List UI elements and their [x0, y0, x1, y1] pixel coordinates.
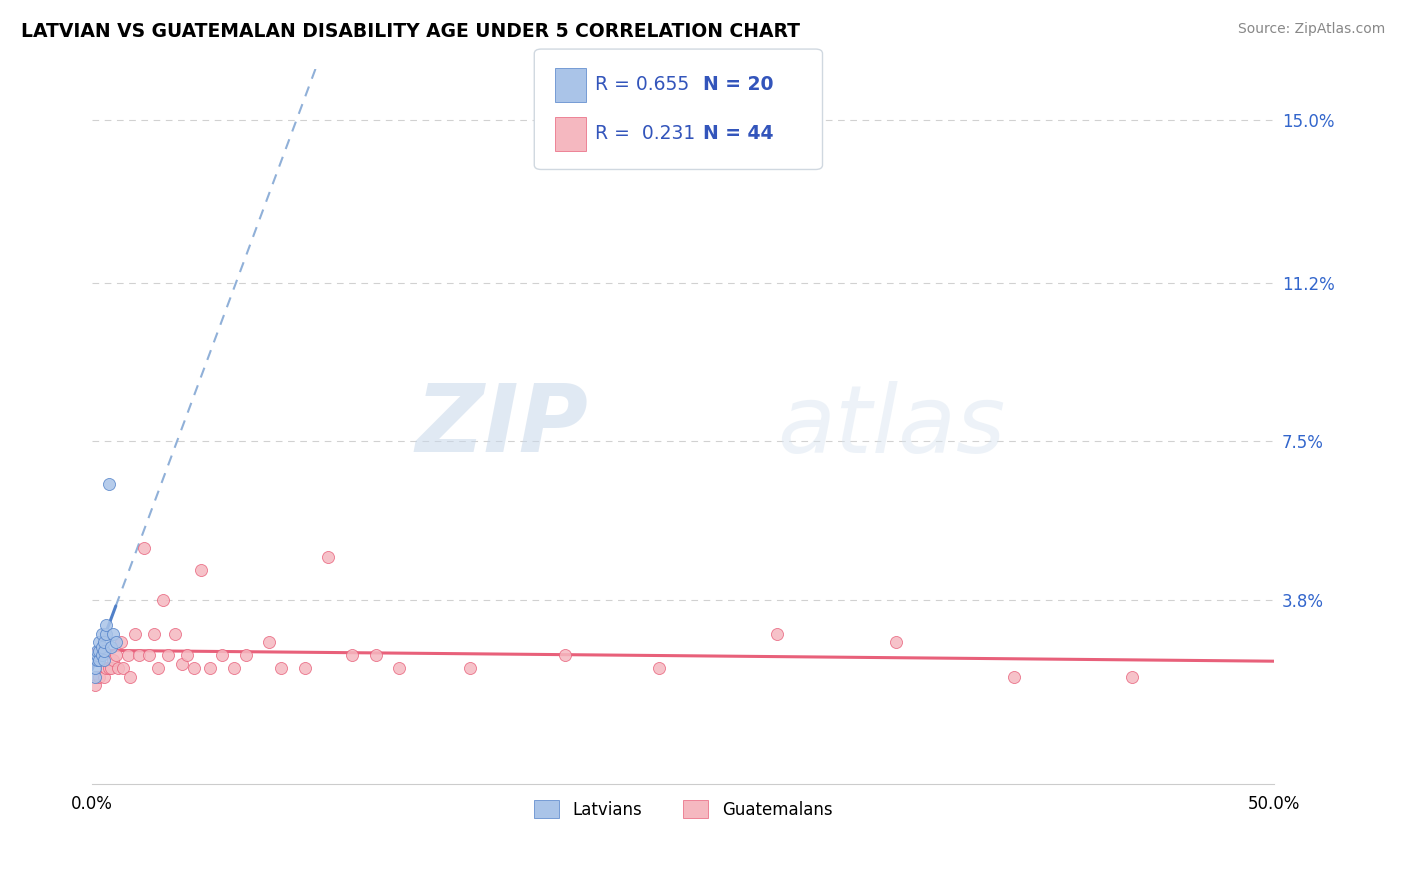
Point	[97, 477, 120, 491]
Point	[117, 648, 139, 663]
Point	[176, 648, 198, 663]
Point	[110, 635, 132, 649]
Point	[152, 592, 174, 607]
Point	[93, 644, 115, 658]
Point	[103, 627, 125, 641]
Point	[86, 644, 108, 658]
Point	[134, 541, 156, 556]
Point	[90, 648, 112, 663]
Point	[148, 661, 170, 675]
Point	[270, 661, 292, 675]
Point	[190, 563, 212, 577]
Point	[83, 670, 105, 684]
Point	[89, 644, 111, 658]
Point	[104, 635, 127, 649]
Point	[364, 648, 387, 663]
Point	[200, 661, 222, 675]
Point	[103, 652, 125, 666]
Legend: Latvians, Guatemalans: Latvians, Guatemalans	[527, 794, 839, 825]
Point	[111, 661, 134, 675]
Point	[83, 678, 105, 692]
Point	[124, 627, 146, 641]
Point	[766, 627, 789, 641]
Text: Source: ZipAtlas.com: Source: ZipAtlas.com	[1237, 22, 1385, 37]
Point	[1121, 670, 1143, 684]
Text: N = 44: N = 44	[703, 124, 773, 144]
Text: ZIP: ZIP	[416, 380, 588, 472]
Point	[93, 670, 115, 684]
Point	[96, 618, 118, 632]
Text: R = 0.655: R = 0.655	[595, 75, 689, 95]
Text: atlas: atlas	[778, 381, 1005, 472]
Point	[86, 652, 108, 666]
Text: R =  0.231: R = 0.231	[595, 124, 695, 144]
Point	[235, 648, 257, 663]
Point	[156, 648, 179, 663]
Point	[89, 635, 111, 649]
Point	[388, 661, 411, 675]
Point	[89, 652, 111, 666]
Point	[222, 661, 245, 675]
Point	[90, 627, 112, 641]
Point	[86, 648, 108, 663]
Point	[118, 670, 141, 684]
Point	[259, 635, 281, 649]
Point	[884, 635, 907, 649]
Point	[128, 648, 150, 663]
Point	[458, 661, 481, 675]
Point	[170, 657, 193, 671]
Point	[318, 549, 340, 564]
Point	[1002, 670, 1025, 684]
Point	[89, 670, 111, 684]
Point	[340, 648, 363, 663]
Point	[294, 661, 316, 675]
Point	[142, 627, 165, 641]
Point	[93, 652, 115, 666]
Point	[100, 661, 122, 675]
Point	[96, 627, 118, 641]
Text: LATVIAN VS GUATEMALAN DISABILITY AGE UNDER 5 CORRELATION CHART: LATVIAN VS GUATEMALAN DISABILITY AGE UND…	[21, 22, 800, 41]
Point	[97, 661, 120, 675]
Point	[90, 640, 112, 654]
Point	[83, 661, 105, 675]
Point	[648, 661, 671, 675]
Point	[138, 648, 160, 663]
Point	[163, 627, 186, 641]
Point	[554, 648, 576, 663]
Point	[104, 648, 127, 663]
Point	[93, 635, 115, 649]
Point	[100, 640, 122, 654]
Point	[96, 661, 118, 675]
Point	[183, 661, 205, 675]
Point	[211, 648, 233, 663]
Text: N = 20: N = 20	[703, 75, 773, 95]
Point	[107, 661, 129, 675]
